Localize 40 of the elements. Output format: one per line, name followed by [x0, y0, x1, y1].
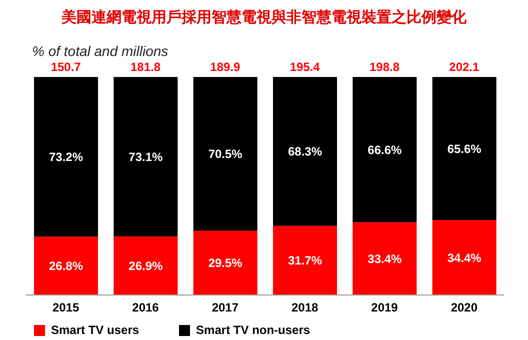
legend-label: Smart TV users	[51, 323, 140, 337]
annotation: 195.4	[290, 60, 320, 74]
data-label: 26.9%	[128, 258, 164, 273]
annotation: 150.7	[50, 60, 82, 74]
bar	[273, 77, 337, 226]
bar	[352, 222, 417, 295]
data-label: 66.6%	[368, 142, 402, 157]
x-tick-label: 2019	[371, 300, 398, 315]
data-label: 31.7%	[288, 254, 322, 268]
data-label: 73.1%	[128, 150, 164, 164]
x-tick-label: 2016	[132, 300, 160, 315]
chart-subtitle: % of total and millions	[32, 43, 170, 59]
chart-title: 美國連網電視用戶採用智慧電視與非智慧電視裝置之比例變化	[60, 8, 468, 27]
bar	[352, 77, 417, 222]
data-label: 34.4%	[447, 250, 482, 265]
data-label: 26.8%	[48, 259, 84, 274]
annotation: 202.1	[449, 60, 480, 74]
data-label: 73.2%	[48, 150, 84, 164]
x-tick-label: 2017	[212, 300, 239, 315]
bar	[193, 230, 258, 295]
data-label: 70.5%	[208, 147, 243, 162]
bar	[34, 236, 98, 295]
bar	[432, 220, 496, 295]
data-label: 33.4%	[368, 252, 402, 266]
bar	[273, 226, 337, 295]
bar	[34, 77, 98, 237]
bar	[432, 77, 496, 220]
data-label: 68.3%	[288, 144, 322, 159]
x-tick-label: 2018	[291, 300, 319, 315]
bar	[193, 77, 258, 231]
annotation: 181.8	[130, 60, 161, 74]
annotation: 189.9	[210, 60, 241, 74]
bar	[114, 77, 178, 236]
legend-label: Smart TV non-users	[196, 323, 310, 337]
x-tick-label: 2020	[450, 300, 478, 315]
bar	[114, 236, 178, 295]
data-label: 65.6%	[447, 142, 482, 156]
data-label: 29.5%	[208, 256, 243, 270]
x-tick-label: 2015	[52, 300, 80, 315]
annotation: 198.8	[369, 60, 400, 74]
